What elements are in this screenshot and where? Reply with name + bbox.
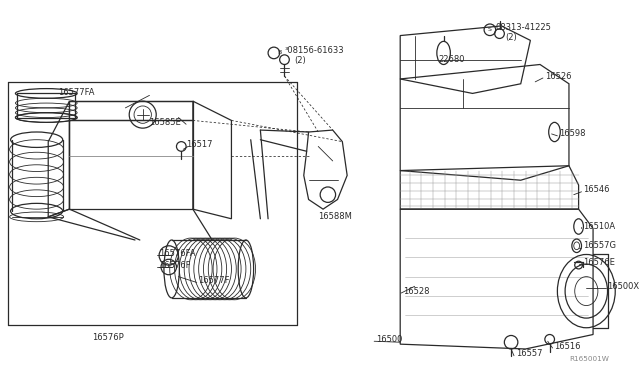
Text: 16576E: 16576E	[584, 258, 615, 267]
Text: 16500X: 16500X	[607, 282, 639, 291]
Text: 16576FA: 16576FA	[159, 249, 196, 258]
Text: 16500: 16500	[376, 335, 403, 344]
Text: (2): (2)	[506, 33, 517, 42]
Text: B: B	[278, 51, 282, 55]
Text: 16585E: 16585E	[150, 118, 181, 127]
Text: 16528: 16528	[403, 286, 429, 296]
Text: 16576F: 16576F	[159, 260, 191, 270]
Text: 16588M: 16588M	[318, 212, 352, 221]
Text: 16577FA: 16577FA	[58, 88, 94, 97]
Text: 16517: 16517	[186, 140, 212, 149]
Text: 16557: 16557	[516, 349, 543, 358]
Text: 16526: 16526	[545, 71, 572, 81]
Text: 16577F: 16577F	[198, 276, 229, 285]
Text: 16546: 16546	[584, 185, 610, 194]
Text: 16598: 16598	[559, 129, 586, 138]
Text: 22680: 22680	[439, 55, 465, 64]
Text: R165001W: R165001W	[569, 356, 609, 362]
Text: S: S	[488, 27, 492, 32]
Text: (2): (2)	[294, 56, 306, 65]
Text: 16576P: 16576P	[92, 333, 124, 342]
Text: 08313-41225: 08313-41225	[495, 23, 552, 32]
Text: 16557G: 16557G	[584, 241, 616, 250]
Text: ³08156-61633: ³08156-61633	[284, 46, 344, 55]
Text: 16516: 16516	[554, 341, 581, 350]
Text: 16510A: 16510A	[584, 222, 616, 231]
